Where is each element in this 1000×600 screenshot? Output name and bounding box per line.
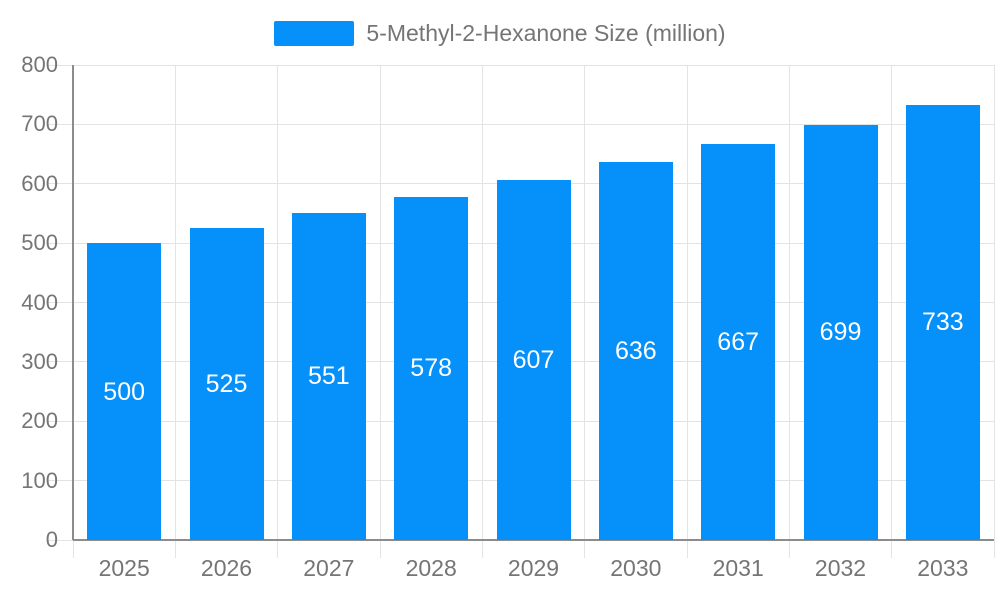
bar[interactable]: 607 [496, 179, 571, 540]
bar-value-label: 699 [819, 318, 862, 347]
x-gridline [891, 65, 893, 558]
x-tick-label: 2025 [98, 555, 150, 581]
x-gridline [379, 65, 381, 558]
y-tick-label: 0 [45, 527, 58, 552]
bar[interactable]: 733 [905, 104, 980, 540]
y-tick-label: 700 [21, 111, 58, 137]
x-gridline [174, 65, 176, 558]
bar-value-label: 525 [205, 370, 248, 399]
bar[interactable]: 525 [189, 228, 264, 540]
y-tick-label: 500 [21, 230, 58, 256]
bar-value-label: 733 [921, 308, 964, 337]
x-tick-label: 2027 [303, 555, 355, 581]
bar[interactable]: 636 [598, 162, 673, 540]
bar[interactable]: 500 [87, 243, 162, 540]
bar[interactable]: 578 [394, 196, 469, 540]
plot-area: 0 100 200 300 400 500 600 700 800 500 525 551 578 607… [21, 52, 995, 581]
y-tick-label: 200 [21, 408, 58, 434]
bar[interactable]: 699 [803, 124, 878, 540]
y-tick-label: 400 [21, 289, 58, 315]
y-gridline [48, 123, 994, 125]
x-axis-line [73, 539, 994, 541]
bar-value-label: 500 [103, 377, 146, 406]
x-gridline [584, 65, 586, 558]
x-tick-label: 2033 [917, 555, 969, 581]
x-tick-label: 2029 [507, 555, 560, 581]
x-gridline [481, 65, 483, 558]
y-gridline [48, 64, 994, 66]
bar[interactable]: 667 [701, 143, 776, 540]
x-tick-label: 2030 [610, 555, 662, 581]
bar-value-label: 551 [307, 362, 350, 391]
x-gridline [788, 65, 790, 558]
x-tick-label: 2026 [200, 555, 253, 581]
bar[interactable]: 551 [291, 212, 366, 540]
x-tick-label: 2031 [712, 555, 764, 581]
x-tick-label: 2032 [814, 555, 867, 581]
bar-value-label: 636 [614, 337, 657, 366]
legend-label: 5-Methyl-2-Hexanone Size (million) [366, 19, 726, 46]
legend-item[interactable]: 5-Methyl-2-Hexanone Size (million) [0, 16, 1000, 50]
bar-value-label: 667 [717, 327, 760, 356]
bar-value-label: 578 [410, 354, 453, 383]
x-tick-label: 2028 [405, 555, 457, 581]
y-tick-label: 100 [21, 467, 58, 493]
legend-swatch-icon [274, 20, 355, 46]
y-axis-line [72, 65, 74, 540]
bar-value-label: 607 [512, 345, 555, 374]
x-gridline [686, 65, 688, 558]
y-tick-label: 600 [21, 170, 58, 196]
x-gridline [277, 65, 279, 558]
y-tick-label: 800 [21, 52, 58, 77]
x-gridline [993, 65, 995, 558]
y-tick-label: 300 [21, 348, 58, 374]
